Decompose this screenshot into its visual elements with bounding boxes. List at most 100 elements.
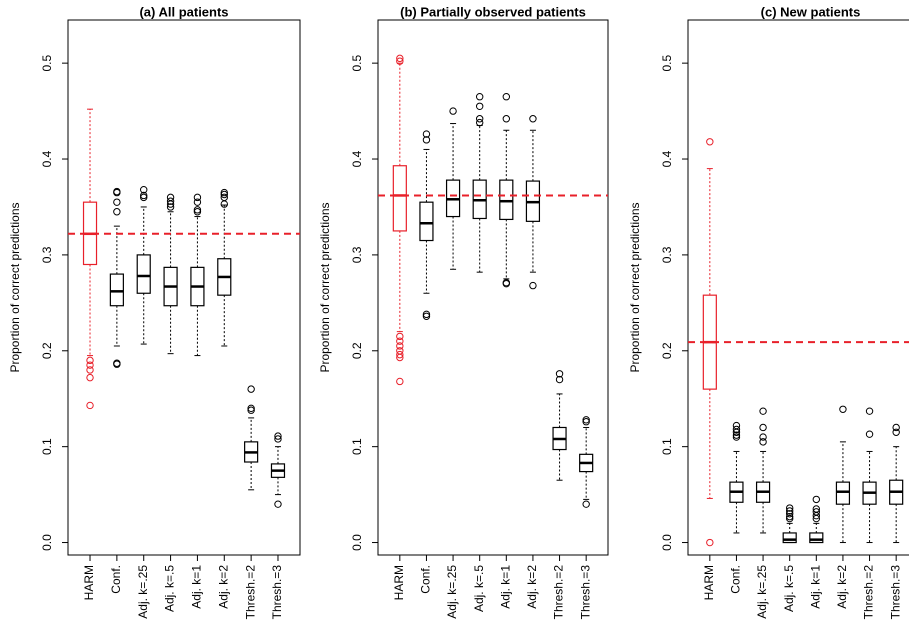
- y-tick-label: 0.5: [350, 54, 364, 71]
- outlier: [732, 425, 741, 434]
- x-tick-label: Thresh.=3: [578, 565, 592, 620]
- outlier: [396, 353, 404, 362]
- x-tick-label: Conf.: [419, 565, 433, 594]
- x-tick-label: Adj. k=2: [835, 565, 849, 609]
- x-tick-label: Adj. k=.25: [755, 565, 769, 619]
- outlier: [759, 407, 767, 415]
- x-tick-label: Thresh.=2: [552, 565, 566, 620]
- outlier: [812, 514, 821, 523]
- y-tick-label: 0.2: [40, 342, 54, 359]
- y-tick-label: 0.1: [40, 438, 54, 455]
- outlier: [449, 107, 457, 115]
- y-tick-label: 0.1: [350, 438, 364, 455]
- y-tick-label: 0.2: [660, 342, 674, 359]
- outlier: [706, 538, 714, 547]
- chart-title: (a) All patients: [139, 4, 228, 19]
- outlier: [422, 136, 431, 144]
- y-tick-label: 0.3: [660, 246, 674, 263]
- plot-frame: [377, 19, 609, 556]
- box: [499, 179, 514, 221]
- outlier: [475, 93, 484, 101]
- x-tick-label: Adj. k=2: [216, 565, 230, 609]
- outlier: [475, 102, 484, 110]
- outlier: [247, 404, 255, 413]
- x-tick-label: Adj. k=1: [498, 565, 512, 609]
- x-tick-label: Adj. k=.25: [445, 565, 459, 619]
- x-tick-label: Adj. k=2: [525, 565, 539, 609]
- outlier: [140, 186, 148, 194]
- outlier: [759, 438, 767, 446]
- outlier: [422, 310, 431, 319]
- outlier: [86, 401, 94, 410]
- y-axis-label: Proportion of correct predictions: [318, 202, 332, 372]
- outlier: [396, 350, 404, 359]
- outlier: [86, 361, 94, 369]
- outlier: [220, 188, 228, 197]
- outlier: [166, 203, 175, 211]
- outlier: [166, 200, 175, 208]
- y-tick-label: 0.5: [660, 54, 674, 71]
- outlier: [193, 206, 202, 214]
- x-tick-label: HARM: [392, 565, 406, 600]
- outlier: [113, 188, 121, 197]
- y-tick-label: 0.3: [40, 246, 54, 263]
- y-tick-label: 0.4: [40, 150, 54, 167]
- outlier: [422, 130, 431, 138]
- outlier: [193, 193, 202, 202]
- outlier: [785, 510, 794, 518]
- outlier: [274, 435, 282, 443]
- x-tick-label: Adj. k=.5: [163, 565, 177, 612]
- outlier: [785, 504, 794, 512]
- outlier: [396, 377, 404, 386]
- outlier: [706, 138, 714, 146]
- outlier: [86, 356, 94, 365]
- x-tick-label: Adj. k=.5: [782, 565, 796, 612]
- outlier: [892, 428, 900, 436]
- outlier: [865, 407, 874, 415]
- outlier: [396, 57, 404, 65]
- outlier: [865, 430, 874, 438]
- outlier: [396, 332, 404, 341]
- outlier: [555, 370, 564, 378]
- outlier: [274, 432, 282, 440]
- outlier: [732, 431, 741, 439]
- outlier: [396, 342, 404, 350]
- outlier: [502, 93, 511, 101]
- x-tick-label: Conf.: [109, 565, 123, 594]
- outlier: [812, 495, 821, 504]
- x-tick-label: Adj. k=.5: [472, 565, 486, 612]
- outlier: [502, 115, 511, 123]
- y-tick-label: 0.4: [350, 150, 364, 167]
- box: [392, 165, 407, 232]
- plot-frame: [687, 19, 909, 556]
- outlier: [193, 208, 202, 216]
- outlier: [732, 428, 741, 436]
- y-tick-label: 0.5: [40, 54, 54, 71]
- outlier: [113, 208, 121, 216]
- chart-title: (b) Partially observed patients: [400, 4, 586, 19]
- outlier: [785, 512, 794, 521]
- outlier: [785, 507, 794, 515]
- y-tick-label: 0.0: [660, 534, 674, 551]
- x-tick-label: Thresh.=2: [243, 565, 257, 620]
- outlier: [892, 423, 900, 432]
- outlier: [166, 197, 175, 205]
- outlier: [759, 433, 767, 441]
- outlier: [422, 312, 431, 320]
- outlier: [113, 360, 121, 368]
- y-tick-label: 0.0: [350, 534, 364, 551]
- box: [136, 254, 151, 294]
- outlier: [582, 416, 590, 424]
- outlier: [220, 190, 228, 199]
- outlier: [555, 375, 564, 384]
- outlier: [759, 423, 767, 432]
- outlier: [247, 385, 255, 393]
- x-tick-label: Thresh.=3: [888, 565, 902, 620]
- x-tick-label: HARM: [82, 565, 96, 600]
- outlier: [396, 337, 404, 345]
- outlier: [475, 118, 484, 127]
- y-tick-label: 0.2: [350, 342, 364, 359]
- x-tick-label: Thresh.=2: [862, 565, 876, 620]
- x-tick-label: Conf.: [729, 565, 743, 594]
- outlier: [732, 433, 741, 441]
